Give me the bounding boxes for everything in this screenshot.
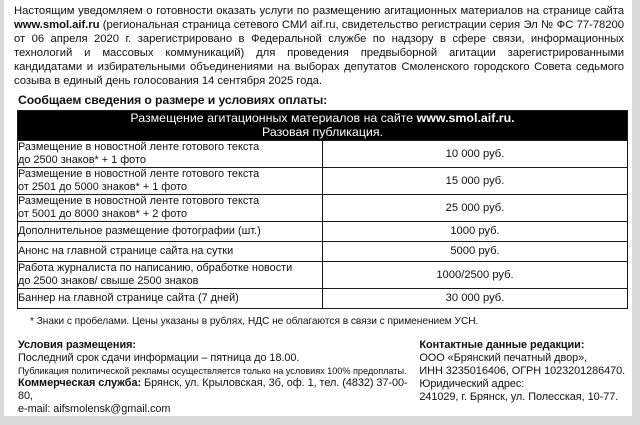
footnote: * Знаки с пробелами. Цены указаны в рубл…	[30, 315, 479, 327]
table-row: Анонс на главной странице сайта на сутки…	[17, 240, 628, 262]
conditions-heading: Условия размещения:	[18, 338, 136, 351]
table-row: Размещение в новостной ленте готового те…	[17, 166, 628, 195]
desc-line-2: до 2500 знаков* + 1 фото	[18, 153, 146, 166]
commercial-service-label: Коммерческая служба:	[18, 376, 142, 389]
service-description: Размещение в новостной ленте готового те…	[17, 193, 323, 222]
commercial-service-value: Брянск, ул. Крыловская, 3б, оф. 1, тел. …	[18, 376, 408, 402]
table-header-cell: Размещение агитационных материалов на са…	[17, 109, 628, 141]
company-name: ООО «Брянский печатный двор»,	[419, 351, 588, 364]
desc-line-2: от 2501 до 5000 знаков* + 1 фото	[18, 180, 188, 193]
table-header-row: Размещение агитационных материалов на са…	[17, 109, 628, 141]
desc-line-2: до 2500 знаков/ свыше 2500 знаков	[18, 274, 199, 287]
inn-ogrn: ИНН 3235016406, ОГРН 1023201286470.	[419, 364, 626, 377]
service-price: 15 000 руб.	[322, 166, 628, 195]
conditions-deadline: Последний срок сдачи информации – пятниц…	[18, 351, 300, 364]
service-price: 1000/2500 руб.	[322, 260, 628, 289]
service-description: Работа журналиста по написанию, обработк…	[17, 260, 323, 289]
table-row: Размещение в новостной ленте готового те…	[17, 193, 628, 222]
desc-line-1: Размещение в новостной ленте готового те…	[18, 194, 260, 207]
service-price: 25 000 руб.	[322, 193, 628, 222]
conditions-prepayment: Публикация политической рекламы осуществ…	[18, 365, 407, 376]
conditions-column: Условия размещения: Последний срок сдачи…	[18, 339, 419, 416]
intro-text-part1: Настоящим уведомляем о готовности оказат…	[14, 5, 624, 17]
price-table: Размещение агитационных материалов на са…	[17, 109, 628, 309]
intro-site-bold: www.smol.aif.ru	[14, 19, 100, 32]
section-heading: Сообщаем сведения о размере и условиях о…	[18, 92, 328, 107]
service-description: Размещение в новостной ленте готового те…	[17, 139, 323, 168]
service-price: 10 000 руб.	[322, 139, 628, 168]
intro-paragraph: Настоящим уведомляем о готовности оказат…	[14, 4, 624, 89]
intro-text-part2: (региональная страница сетевого СМИ aif.…	[14, 19, 624, 88]
service-description: Баннер на главной странице сайта (7 дней…	[17, 287, 323, 309]
service-description: Размещение в новостной ленте готового те…	[17, 166, 323, 195]
table-row: Дополнительное размещение фотографии (шт…	[17, 220, 628, 242]
table-header-line1-prefix: Размещение агитационных материалов на са…	[130, 110, 417, 125]
desc-line-1: Размещение в новостной ленте готового те…	[18, 140, 260, 153]
legal-address-value: 241029, г. Брянск, ул. Полесская, 10-77.	[419, 390, 619, 403]
desc-line-1: Работа журналиста по написанию, обработк…	[18, 261, 293, 274]
table-row: Работа журналиста по написанию, обработк…	[17, 260, 628, 289]
contacts-heading: Контактные данные редакции:	[419, 338, 585, 351]
service-description: Дополнительное размещение фотографии (шт…	[17, 220, 323, 242]
table-row: Размещение в новостной ленте готового те…	[17, 139, 628, 168]
bottom-section: Условия размещения: Последний срок сдачи…	[18, 339, 626, 416]
table-header-line2: Разовая публикация.	[261, 125, 383, 140]
service-description: Анонс на главной странице сайта на сутки	[17, 240, 323, 262]
email-line: e-mail: aifsmolensk@gmail.com	[18, 402, 171, 415]
commercial-service-line: Коммерческая служба: Брянск, ул. Крыловс…	[18, 377, 419, 403]
service-price: 1000 руб.	[322, 220, 628, 242]
service-price: 30 000 руб.	[322, 287, 628, 309]
legal-address-label: Юридический адрес:	[419, 377, 525, 390]
document-page: Настоящим уведомляем о готовности оказат…	[4, 0, 632, 416]
service-price: 5000 руб.	[322, 240, 628, 262]
desc-line-2: от 5001 до 8000 знаков* + 2 фото	[18, 207, 188, 220]
table-row: Баннер на главной странице сайта (7 дней…	[17, 287, 628, 309]
contacts-column: Контактные данные редакции: ООО «Брянски…	[419, 339, 626, 416]
desc-line-1: Размещение в новостной ленте готового те…	[18, 167, 260, 180]
table-header-site: www.smol.aif.ru.	[416, 110, 515, 125]
